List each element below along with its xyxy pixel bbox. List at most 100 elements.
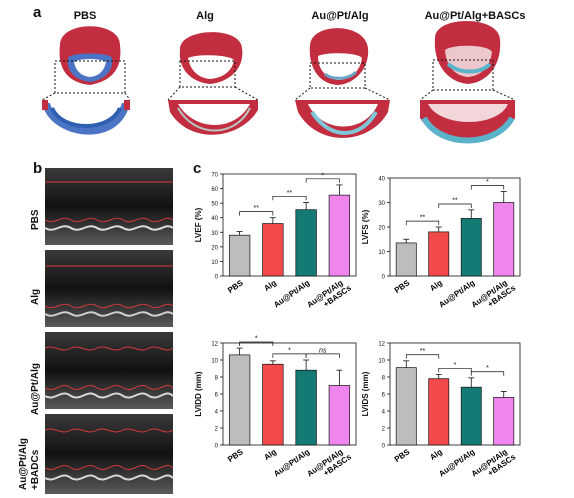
chart-3-sig-bracket-1	[438, 367, 472, 373]
chart-0-ytick-label-3: 30	[211, 231, 218, 237]
histology-pbs	[41, 26, 131, 135]
chart-1-sig-label-1: **	[452, 197, 458, 204]
chart-2-sig-label-2: ns	[319, 347, 327, 354]
chart-2-bar-2	[295, 369, 317, 446]
chart-0-bar-1	[262, 223, 284, 277]
chart-3-ylabel: LVIDS (mm)	[361, 371, 370, 416]
chart-3-sig-bracket-0	[405, 354, 440, 359]
echo-pbs	[45, 168, 173, 245]
chart-0-xlabel-2: Au@Pt/Alg	[272, 278, 311, 309]
chart-1-ytick-label-0: 0	[382, 275, 386, 281]
histology-alg	[167, 32, 259, 135]
chart-1-ytick-label-4: 40	[378, 177, 385, 183]
panel-label-c: c	[193, 160, 202, 177]
chart-3-ytick-label-3: 6	[382, 393, 386, 399]
chart-2-ytick-label-1: 2	[215, 427, 219, 433]
panel-label-a: a	[33, 4, 42, 21]
echo-alg	[45, 250, 173, 327]
chart-2-xlabel-0: PBS	[226, 447, 245, 464]
chart-1-xlabel-0: PBS	[393, 278, 412, 295]
chart-0-ytick-label-7: 70	[211, 173, 218, 179]
chart-3-ytick-label-2: 4	[382, 410, 386, 416]
chart-1-sig-bracket-0	[405, 220, 440, 226]
chart-2-ytick-label-3: 6	[215, 393, 219, 399]
chart-2-xlabel-2: Au@Pt/Alg	[272, 447, 311, 478]
chart-0-ytick-label-5: 50	[211, 202, 218, 208]
chart-2-sig-bracket-1	[272, 353, 307, 358]
chart-2-xlabel-1: Alg	[262, 447, 278, 462]
chart-2-ytick-label-4: 8	[215, 376, 219, 382]
chart-0-xlabel-3: Au@Pt/Alg+BASCs	[305, 276, 353, 317]
chart-2-bar-3	[328, 385, 351, 446]
chart-3-bar-1	[428, 378, 450, 446]
chart-1-ytick-label-3: 30	[378, 201, 385, 207]
chart-2-bar-0	[228, 354, 251, 446]
chart-3-ytick-label-5: 10	[378, 359, 385, 365]
chart-0-ytick-label-4: 40	[211, 216, 218, 222]
chart-2-sig-label-1: *	[288, 347, 291, 354]
chart-3-sig-label-0: **	[420, 348, 426, 355]
chart-3-bar-0	[395, 367, 417, 446]
chart-0-bar-0	[228, 234, 251, 277]
chart-0-sig-bracket-1	[272, 195, 307, 201]
chart-1-ytick-label-2: 20	[378, 226, 385, 232]
chart-1-ylabel: LVFS (%)	[361, 209, 370, 244]
chart-3-ytick-label-1: 2	[382, 427, 386, 433]
chart-3-ytick-label-0: 0	[382, 444, 386, 450]
chart-0-ytick-label-0: 0	[215, 275, 219, 281]
histology-auptalg-bascs	[419, 20, 516, 144]
chart-0-frame	[222, 173, 357, 277]
chart-0-bar-2	[295, 209, 317, 277]
chart-0-sig-bracket-0	[239, 211, 274, 216]
chart-0-ylabel: LVEF (%)	[194, 207, 203, 242]
chart-1-bar-2	[460, 218, 482, 277]
chart-2-ytick-label-6: 12	[211, 342, 218, 348]
chart-0-xlabel-1: Alg	[262, 278, 278, 293]
chart-2-bar-1	[262, 363, 284, 446]
chart-1-sig-label-2: *	[486, 179, 489, 186]
chart-1-xlabel-1: Alg	[428, 278, 444, 293]
chart-2-sig-label-0: *	[255, 335, 258, 342]
chart-0-ytick-label-2: 20	[211, 245, 218, 251]
chart-2-sig-bracket-0	[239, 341, 274, 346]
chart-2-ytick-label-0: 0	[215, 444, 219, 450]
chart-0-bar-3	[328, 194, 351, 277]
chart-1-bar-0	[395, 242, 417, 277]
chart-3-xlabel-1: Alg	[428, 447, 444, 462]
chart-1-sig-bracket-2	[470, 185, 505, 190]
chart-2-sig-bracket-2	[305, 353, 340, 358]
chart-1-sig-bracket-1	[438, 203, 472, 208]
histology-panel	[41, 20, 516, 144]
echo-auptalg-bascs	[45, 414, 173, 494]
panel-label-b: b	[33, 160, 43, 177]
histology-title-alg: Alg	[196, 10, 214, 22]
chart-2-xlabel-3: Au@Pt/Alg+BASCs	[305, 445, 353, 486]
chart-3-bar-3	[493, 397, 515, 446]
histology-auptalg	[294, 28, 391, 138]
chart-3-bar-2	[460, 386, 482, 446]
chart-1-ytick-label-1: 10	[378, 250, 385, 256]
chart-0-sig-label-0: **	[254, 205, 260, 212]
chart-1-sig-label-0: **	[420, 215, 426, 222]
echo-panel	[45, 168, 173, 494]
chart-1-xlabel-3: Au@Pt/Alg+BASCs	[470, 276, 518, 317]
chart-3-sig-label-2: *	[486, 365, 489, 372]
chart-2-ylabel: LVIDD (mm)	[194, 371, 203, 417]
chart-3-ytick-label-6: 12	[378, 342, 385, 348]
chart-0-sig-label-1: **	[287, 190, 293, 197]
chart-3-xlabel-0: PBS	[393, 447, 412, 464]
chart-2-ytick-label-2: 4	[215, 410, 219, 416]
histology-title-auptalg-bascs: Au@Pt/Alg+BASCs	[424, 10, 526, 22]
echo-auptalg	[45, 332, 173, 409]
chart-3-xlabel-3: Au@Pt/Alg+BASCs	[470, 445, 518, 486]
chart-3-sig-bracket-2	[470, 371, 505, 376]
chart-2-ytick-label-5: 10	[211, 359, 218, 365]
chart-0-ytick-label-1: 10	[211, 260, 218, 266]
chart-0-ytick-label-6: 60	[211, 187, 218, 193]
histology-title-auptalg: Au@Pt/Alg	[311, 10, 369, 22]
chart-0-sig-bracket-2	[305, 178, 340, 183]
chart-0-sig-label-2: *	[321, 172, 324, 179]
chart-3-sig-label-1: *	[454, 362, 457, 369]
chart-3-ytick-label-4: 8	[382, 376, 386, 382]
